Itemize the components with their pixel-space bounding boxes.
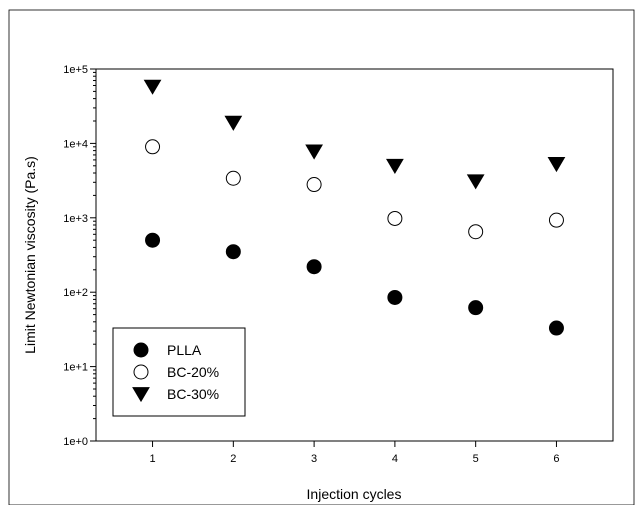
data-point-bc-20- [548, 212, 564, 228]
y-tick-label: 1e+0 [63, 436, 88, 448]
data-point-bc-30- [143, 79, 162, 95]
data-point-bc-30- [305, 144, 323, 160]
x-tick-label: 5 [473, 453, 479, 465]
data-point-plla [548, 320, 564, 336]
y-tick-label: 1e+3 [63, 213, 88, 225]
data-point-bc-30- [466, 174, 485, 190]
figure-frame [8, 9, 635, 505]
x-axis: 1 2 3 4 5 6 [149, 441, 560, 465]
data-point-plla [468, 300, 484, 316]
data-point-bc-20- [306, 177, 322, 193]
data-point-plla [225, 244, 241, 260]
y-axis: 1e+0 1e+1 1e+2 1e+3 1e+4 1e+5 [63, 64, 96, 448]
data-point-plla [306, 259, 322, 275]
y-tick-label: 1e+5 [63, 64, 88, 76]
data-point-bc-30- [547, 157, 566, 173]
y-tick-label: 1e+2 [63, 287, 88, 299]
x-tick-label: 6 [553, 453, 559, 465]
y-tick-label: 1e+1 [63, 362, 88, 374]
x-tick-label: 4 [392, 453, 398, 465]
data-point-bc-20- [225, 170, 241, 186]
data-point-plla [145, 232, 161, 248]
data-point-bc-20- [387, 210, 403, 226]
x-tick-label: 3 [311, 453, 317, 465]
data-points [143, 79, 566, 336]
y-tick-label: 1e+4 [63, 138, 88, 150]
data-point-bc-30- [224, 115, 243, 131]
legend-marker [133, 342, 149, 358]
x-tick-label: 1 [149, 453, 155, 465]
legend-marker [132, 387, 150, 403]
legend-label: BC-20% [167, 364, 219, 380]
legend-label: PLLA [167, 342, 202, 358]
x-axis-title: Injection cycles [307, 486, 402, 502]
legend: PLLA BC-20% BC-30% [112, 327, 246, 417]
data-point-bc-30- [386, 158, 404, 174]
y-axis-title: Limit Newtonian viscosity (Pa.s) [22, 156, 38, 354]
legend-marker [133, 364, 149, 380]
data-point-plla [387, 289, 403, 305]
data-point-bc-20- [145, 139, 161, 155]
legend-label: BC-30% [167, 386, 219, 402]
data-point-bc-20- [468, 224, 484, 240]
x-tick-label: 2 [230, 453, 236, 465]
